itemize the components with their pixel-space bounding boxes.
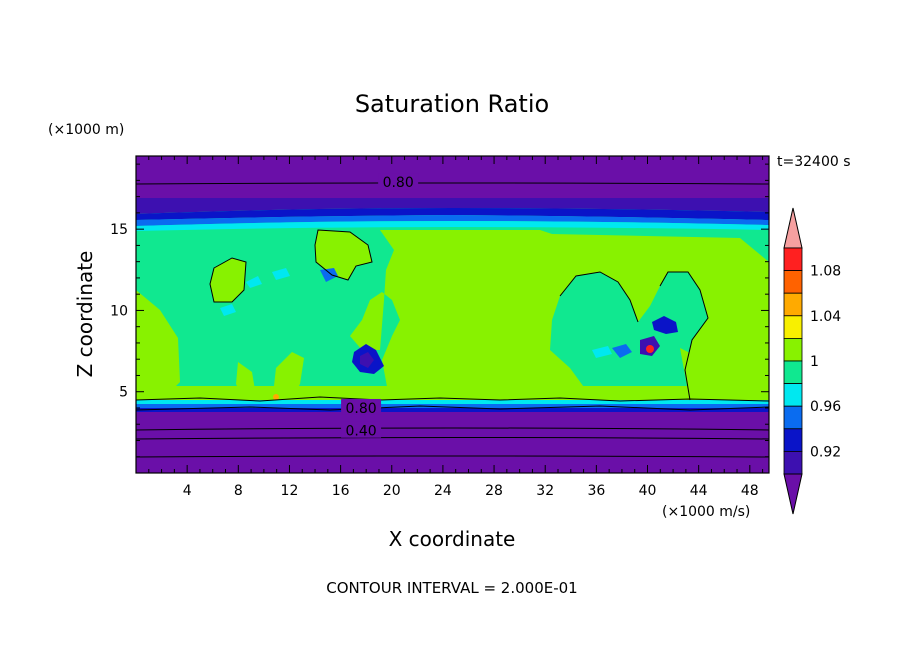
- contour-lines: [135, 182, 770, 458]
- contour-sat-4: [209, 257, 247, 303]
- region-dry-patch-1b: [360, 352, 374, 368]
- contour-100-lower: [135, 396, 770, 402]
- x-tick-label: 24: [434, 483, 452, 499]
- contour-interval-footer: CONTOUR INTERVAL = 2.000E-01: [326, 579, 577, 597]
- colorbar-swatch: [783, 337, 803, 362]
- y-tick-label: 15: [110, 222, 128, 238]
- colorbar-swatch: [783, 247, 803, 272]
- y-tick-label: 5: [119, 385, 128, 401]
- y-axis: 5 10 15: [110, 163, 769, 458]
- region-supersat-spot: [646, 345, 654, 353]
- colorbar-tick-label: 1.08: [810, 264, 841, 280]
- region-upper-098: [136, 221, 769, 231]
- contour-label-bg: [378, 173, 419, 190]
- colorbar-swatch: [783, 428, 803, 452]
- region-sat-3: [136, 290, 180, 400]
- colorbar-tick-label: 1: [810, 354, 819, 370]
- region-sat-2: [350, 230, 769, 402]
- region-upper-094: [136, 208, 769, 220]
- region-lower-094: [136, 408, 769, 412]
- contour-sat-2b: [659, 271, 709, 401]
- region-dry-patch-4: [612, 344, 632, 358]
- x-tick-label: 44: [690, 483, 708, 499]
- x-unit-label: (×1000 m/s): [662, 504, 750, 520]
- region-lower-dry: [136, 412, 769, 473]
- contour-020: [135, 455, 770, 458]
- region-dry-patch-8: [272, 268, 290, 280]
- colorbar-tick-label: 0.92: [810, 444, 841, 460]
- x-tick-label: 16: [332, 483, 350, 499]
- region-dry-patch-2: [652, 316, 678, 334]
- region-lower-098: [136, 400, 769, 404]
- x-tick-label: 36: [587, 483, 605, 499]
- region-dry-patch-5: [320, 268, 338, 282]
- contour-label-bg: [341, 398, 382, 415]
- plot-frame: [135, 155, 770, 474]
- contour-label: 0.80: [345, 401, 376, 417]
- contour-080-upper: [135, 182, 770, 185]
- colorbar-swatch: [783, 292, 803, 317]
- region-sat-4: [210, 258, 246, 302]
- region-sat-1: [315, 230, 372, 280]
- contour-060: [135, 427, 770, 431]
- y-unit-label: (×1000 m): [48, 122, 124, 138]
- contour-label-bg: [341, 421, 382, 438]
- contour-080-lower: [135, 405, 770, 411]
- contour-040: [135, 437, 770, 440]
- x-tick-label: 20: [383, 483, 401, 499]
- colorbar-swatch: [783, 270, 803, 294]
- x-tick-label: 8: [234, 483, 243, 499]
- contour-label: 0.80: [383, 175, 414, 191]
- region-upper-096: [136, 215, 769, 226]
- x-tick-label: 48: [741, 483, 759, 499]
- chart-title: Saturation Ratio: [355, 90, 549, 118]
- x-tick-label: 32: [536, 483, 554, 499]
- colorbar-swatch: [783, 315, 803, 339]
- time-label: t=32400 s: [777, 154, 851, 170]
- colorbar-tick-label: 1.04: [810, 309, 841, 325]
- region-supersat-spot-2: [273, 394, 279, 400]
- region-lower-096: [136, 404, 769, 408]
- colorbar-swatch: [783, 405, 803, 430]
- region-dry-patch-9: [592, 346, 612, 358]
- y-tick-label: 10: [110, 303, 128, 319]
- x-tick-label: 40: [639, 483, 657, 499]
- x-axis-title: X coordinate: [389, 527, 516, 551]
- region-dry-patch-7: [246, 276, 262, 288]
- colorbar: 1.08 1.04 1 0.96 0.92: [783, 207, 841, 515]
- colorbar-swatch: [783, 360, 803, 385]
- contour-sat-2a: [559, 271, 639, 323]
- region-sat-lower: [136, 386, 769, 400]
- colorbar-tick-label: 0.96: [810, 399, 841, 415]
- contour-label: 0.40: [345, 424, 376, 440]
- colorbar-swatch: [783, 450, 803, 475]
- region-dry-patch-6: [220, 304, 236, 316]
- y-axis-title: Z coordinate: [73, 251, 97, 378]
- region-upper-092: [136, 198, 769, 214]
- colorbar-swatch: [783, 383, 803, 407]
- x-tick-label: 12: [281, 483, 299, 499]
- colorbar-top-arrow: [783, 207, 803, 249]
- region-upper-dry: [136, 156, 769, 198]
- x-tick-label: 28: [485, 483, 503, 499]
- saturation-field: [136, 156, 769, 473]
- x-axis: 4 8 12 16 20 24 28 32 36 40 44 48: [148, 156, 764, 499]
- x-tick-label: 4: [183, 483, 192, 499]
- colorbar-bottom-arrow: [783, 473, 803, 515]
- contour-sat-1: [314, 229, 373, 281]
- contour-labels: 0.80 0.80 0.40: [341, 173, 419, 440]
